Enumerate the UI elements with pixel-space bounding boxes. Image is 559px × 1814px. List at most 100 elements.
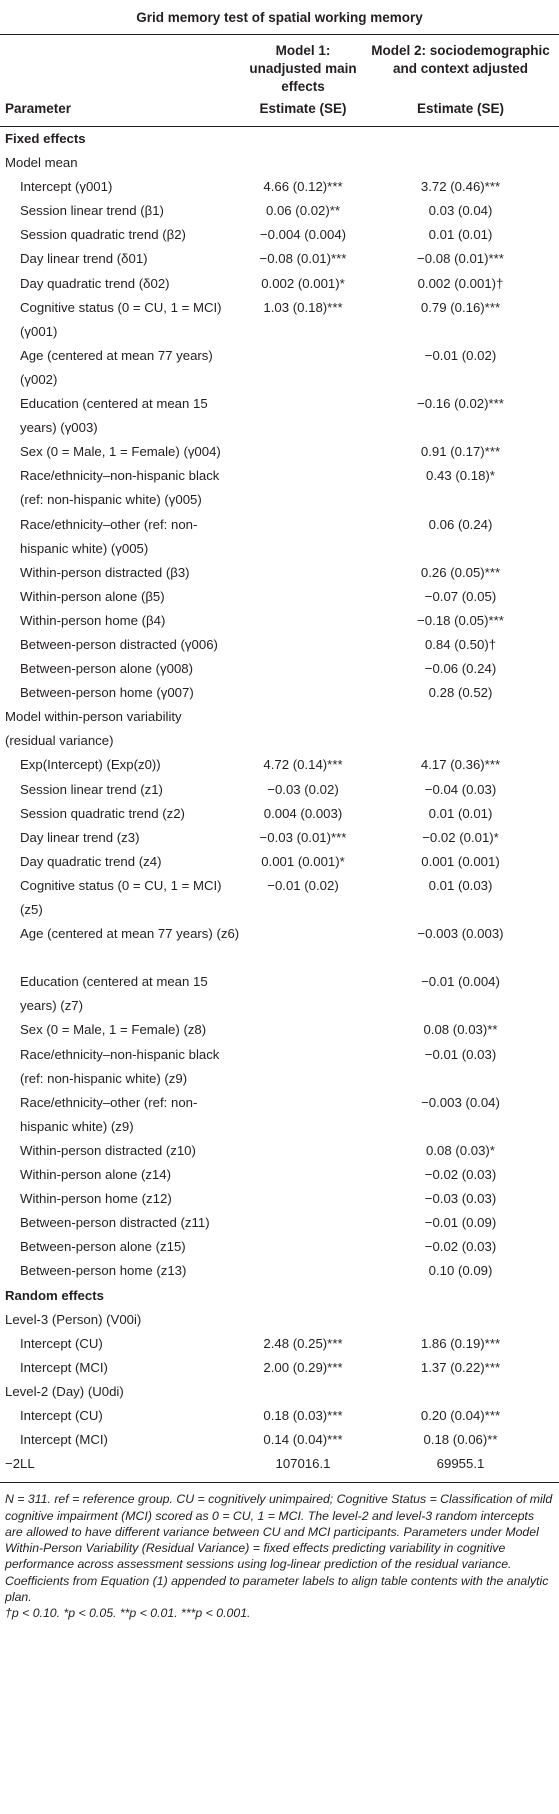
row-label: Fixed effects <box>5 131 86 146</box>
row-label: Session quadratic trend (z2) <box>20 805 185 821</box>
model1-estimate: 2.00 (0.29)*** <box>263 1359 343 1375</box>
model1-estimate: 1.03 (0.18)*** <box>263 299 343 315</box>
model2-estimate: −0.06 (0.24) <box>424 661 497 677</box>
model2-estimate: −0.04 (0.03) <box>424 781 497 797</box>
model1-estimate: 0.004 (0.003) <box>263 805 343 821</box>
row-label: Within-person alone (β5) <box>20 588 165 604</box>
table-row: Education (centered at mean 15 years) (γ… <box>0 392 559 440</box>
table-bottom-rule <box>0 1482 559 1484</box>
row-label: Within-person distracted (z10) <box>20 1142 196 1158</box>
table-row: Within-person distracted (z10) 0.08 (0.03… <box>0 1139 559 1163</box>
table-row: Between-person alone (z15) −0.02 (0.03) <box>0 1235 559 1259</box>
model2-estimate: −0.003 (0.04) <box>421 1094 500 1110</box>
row-label: Day quadratic trend (δ02) <box>20 275 170 291</box>
table-row: Sex (0 = Male, 1 = Female) (γ004) 0.91 (0… <box>0 440 559 464</box>
table-row: Cognitive status (0 = CU, 1 = MCI) (z5) −… <box>0 874 559 922</box>
row-label: Within-person home (z12) <box>20 1191 172 1207</box>
model1-estimate: 0.14 (0.04)*** <box>263 1432 343 1448</box>
row-label: Session linear trend (z1) <box>20 781 163 797</box>
model2-estimate: 0.08 (0.03)** <box>423 1022 498 1038</box>
row-label: Model mean <box>5 155 78 171</box>
model2-estimate: 1.86 (0.19)*** <box>420 1335 501 1351</box>
model2-estimate: −0.01 (0.09) <box>424 1215 497 1231</box>
model1-estimate: 4.72 (0.14)*** <box>263 757 343 773</box>
row-label: Sex (0 = Male, 1 = Female) (z8) <box>20 1022 207 1038</box>
model2-estimate: 0.91 (0.17)*** <box>420 444 501 460</box>
table-body: Fixed effects Model mean Intercept (γ001) 4… <box>0 127 559 1476</box>
model2-estimate: 0.08 (0.03)* <box>426 1142 495 1158</box>
table-row: Session quadratic trend (z2) 0.004 (0.003… <box>0 802 559 826</box>
model2-estimate: −0.01 (0.02) <box>424 347 497 363</box>
parameter-header: Parameter <box>5 101 72 116</box>
table-row: Day quadratic trend (z4) 0.001 (0.001)* 0.… <box>0 850 559 874</box>
model2-estimate: 0.06 (0.24) <box>428 516 493 532</box>
row-label: Session quadratic trend (β2) <box>20 227 186 243</box>
model2-estimate: −0.01 (0.004) <box>421 974 500 990</box>
model1-estimate: 107016.1 <box>275 1456 331 1472</box>
model2-estimate: −0.01 (0.03) <box>424 1046 497 1062</box>
table-row: Session linear trend (β1) 0.06 (0.02)** 0.… <box>0 199 559 223</box>
table-row: Within-person home (z12) −0.03 (0.03) <box>0 1187 559 1211</box>
table-row: Age (centered at mean 77 years) (z6) −0.0… <box>0 922 559 970</box>
table-row: Between-person distracted (γ006) 0.84 (0.… <box>0 633 559 657</box>
table-row: Day linear trend (z3) −0.03 (0.01)*** −0.0… <box>0 826 559 850</box>
model2-estimate: −0.07 (0.05) <box>424 588 497 604</box>
estimate2-header: Estimate (SE) <box>416 101 505 116</box>
model2-estimate: 0.01 (0.03) <box>428 877 493 893</box>
model2-estimate: −0.003 (0.003) <box>417 926 504 942</box>
row-label: Intercept (CU) <box>20 1335 103 1351</box>
row-label: Between-person distracted (γ006) <box>20 636 218 652</box>
table-row: Exp(Intercept) (Exp(z0)) 4.72 (0.14)*** 4.… <box>0 753 559 777</box>
table-row: Day quadratic trend (δ02) 0.002 (0.001)* 0… <box>0 272 559 296</box>
model2-estimate: −0.02 (0.03) <box>424 1239 497 1255</box>
table-row: Intercept (CU) 0.18 (0.03)*** 0.20 (0.04)*… <box>0 1404 559 1428</box>
model1-header: Model 1: unadjusted main effects <box>249 43 357 94</box>
model2-estimate: 69955.1 <box>436 1456 485 1472</box>
table-row: Random effects <box>0 1284 559 1308</box>
table-row: Session quadratic trend (β2) −0.004 (0.00… <box>0 223 559 247</box>
table-row: Between-person alone (γ008) −0.06 (0.24) <box>0 657 559 681</box>
estimate1-header: Estimate (SE) <box>259 101 347 116</box>
table-row: Fixed effects <box>0 127 559 151</box>
model1-estimate: 0.001 (0.001)* <box>261 853 345 869</box>
model2-estimate: −0.18 (0.05)*** <box>417 612 504 628</box>
row-label: Between-person alone (γ008) <box>20 661 194 677</box>
model2-estimate: 0.18 (0.06)** <box>423 1432 498 1448</box>
row-label: Within-person home (β4) <box>20 612 166 628</box>
row-label: Session linear trend (β1) <box>20 203 164 219</box>
row-label: Exp(Intercept) (Exp(z0)) <box>20 757 161 773</box>
table-row: Within-person alone (β5) −0.07 (0.05) <box>0 585 559 609</box>
model2-estimate: −0.02 (0.03) <box>424 1167 497 1183</box>
table-footnote: N = 311. ref = reference group. CU = cog… <box>0 1483 559 1621</box>
row-label: Between-person distracted (z11) <box>20 1215 210 1231</box>
table-row: Intercept (γ001) 4.66 (0.12)*** 3.72 (0.46… <box>0 175 559 199</box>
model2-estimate: 0.79 (0.16)*** <box>420 299 501 315</box>
row-label: Between-person alone (z15) <box>20 1239 186 1255</box>
row-label: Race/ethnicity–other (ref: non-hispanic … <box>20 1094 198 1134</box>
row-label: Level-3 (Person) (V00i) <box>5 1311 142 1327</box>
model2-estimate: 0.10 (0.09) <box>428 1263 493 1279</box>
model1-estimate: −0.004 (0.004) <box>259 227 347 243</box>
model2-estimate: −0.02 (0.01)* <box>422 829 499 845</box>
table-row: Age (centered at mean 77 years) (γ002) −0… <box>0 344 559 392</box>
model1-estimate: −0.08 (0.01)*** <box>259 251 347 267</box>
table-title: Grid memory test of spatial working memo… <box>0 0 559 35</box>
model1-estimate: 0.18 (0.03)*** <box>263 1407 343 1423</box>
model1-estimate: 0.06 (0.02)** <box>265 203 341 219</box>
model2-estimate: 0.03 (0.04) <box>428 203 493 219</box>
model1-estimate: −0.01 (0.02) <box>267 877 339 893</box>
row-label: −2LL <box>5 1456 35 1472</box>
model2-estimate: −0.03 (0.03) <box>424 1191 497 1207</box>
row-label: Education (centered at mean 15 years) (γ… <box>20 396 208 436</box>
row-label: Day linear trend (z3) <box>20 829 140 845</box>
row-label: Intercept (CU) <box>20 1407 103 1423</box>
model2-estimate: −0.16 (0.02)*** <box>417 396 504 412</box>
model2-header: Model 2: sociodemographic and context ad… <box>371 43 550 76</box>
table-row: Intercept (MCI) 0.14 (0.04)*** 0.18 (0.06)… <box>0 1428 559 1452</box>
footnote-significance: †p < 0.10. *p < 0.05. **p < 0.01. ***p <… <box>5 1606 251 1621</box>
row-label: Race/ethnicity–non-hispanic black (ref: … <box>20 468 220 508</box>
row-label: Race/ethnicity–non-hispanic black (ref: … <box>20 1046 220 1086</box>
model1-estimate: 2.48 (0.25)*** <box>263 1335 343 1351</box>
table-row: Within-person distracted (β3) 0.26 (0.05)… <box>0 561 559 585</box>
